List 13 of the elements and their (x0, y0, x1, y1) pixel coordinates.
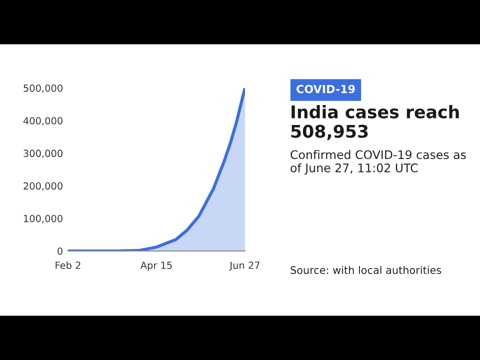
y-tick-label: 100,000 (24, 214, 62, 224)
source-note: Source: with local authorities (290, 266, 442, 274)
y-tick-label: 500,000 (24, 84, 62, 93)
text: COVID-19 (296, 84, 355, 94)
text: Confirmed COVID-19 cases as of June 27, 11:02 UTC (290, 150, 466, 175)
text: India cases reach 508,953 (291, 105, 459, 140)
y-tick-label: 300,000 (24, 150, 62, 158)
y-tick-label: 200,000 (24, 182, 62, 191)
x-tick-label: Jun 27 (229, 262, 260, 271)
y-tick-label: 400,000 (23, 117, 62, 126)
x-tick-label: Feb 2 (56, 261, 80, 269)
x-tick-label: Apr 15 (140, 262, 172, 271)
y-tick-label: 0 (58, 247, 62, 255)
